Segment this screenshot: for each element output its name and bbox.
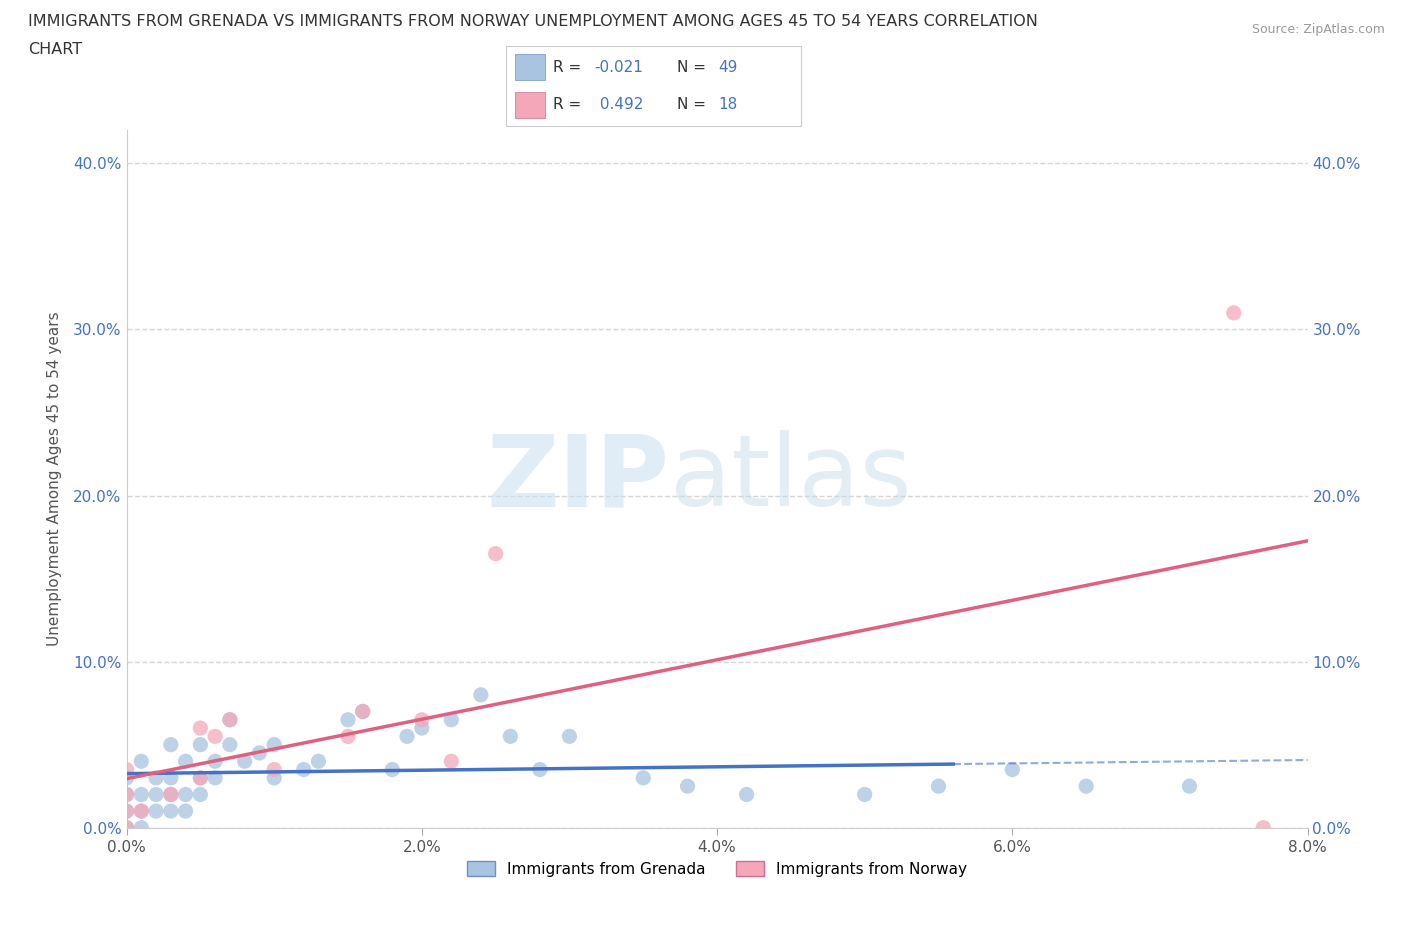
Point [129, 804, 153, 818]
Point [188, 721, 212, 736]
Point [633, 770, 655, 785]
Point [337, 712, 360, 727]
Text: 49: 49 [718, 60, 738, 75]
Point [1253, 820, 1275, 835]
Point [529, 763, 551, 777]
Point [145, 787, 167, 802]
Point [1001, 763, 1024, 777]
Point [1223, 305, 1246, 320]
Point [115, 763, 138, 777]
Point [411, 712, 433, 727]
Text: N =: N = [678, 60, 711, 75]
Point [115, 787, 138, 802]
Point [676, 778, 699, 793]
Point [115, 770, 138, 785]
Point [115, 804, 138, 818]
Point [204, 754, 226, 769]
Point [219, 712, 242, 727]
FancyBboxPatch shape [515, 54, 544, 81]
Point [204, 729, 226, 744]
Point [188, 770, 212, 785]
Point [470, 687, 492, 702]
Point [160, 804, 183, 818]
FancyBboxPatch shape [515, 91, 544, 118]
Text: R =: R = [554, 98, 586, 113]
Point [129, 787, 153, 802]
Point [352, 704, 374, 719]
Point [307, 754, 329, 769]
Point [853, 787, 876, 802]
Point [233, 754, 256, 769]
Point [411, 721, 433, 736]
Point [160, 787, 183, 802]
Point [188, 737, 212, 752]
Point [440, 712, 463, 727]
Point [263, 770, 285, 785]
Point [1178, 778, 1201, 793]
Point [129, 754, 153, 769]
Point [160, 737, 183, 752]
Point [160, 787, 183, 802]
Point [129, 804, 153, 818]
Text: -0.021: -0.021 [595, 60, 644, 75]
Point [381, 763, 404, 777]
FancyBboxPatch shape [506, 46, 801, 126]
Text: R =: R = [554, 60, 586, 75]
Point [219, 737, 242, 752]
Text: ZIP: ZIP [486, 431, 669, 527]
Point [129, 820, 153, 835]
Point [249, 746, 271, 761]
Point [188, 770, 212, 785]
Point [484, 546, 508, 561]
Point [440, 754, 463, 769]
Legend: Immigrants from Grenada, Immigrants from Norway: Immigrants from Grenada, Immigrants from… [461, 855, 973, 883]
Point [174, 754, 197, 769]
Point [219, 712, 242, 727]
Point [292, 763, 315, 777]
Point [145, 804, 167, 818]
Point [928, 778, 950, 793]
Point [263, 763, 285, 777]
Text: Source: ZipAtlas.com: Source: ZipAtlas.com [1251, 23, 1385, 36]
Point [499, 729, 522, 744]
Point [115, 820, 138, 835]
Text: atlas: atlas [669, 431, 911, 527]
Text: IMMIGRANTS FROM GRENADA VS IMMIGRANTS FROM NORWAY UNEMPLOYMENT AMONG AGES 45 TO : IMMIGRANTS FROM GRENADA VS IMMIGRANTS FR… [28, 14, 1038, 29]
Point [558, 729, 581, 744]
Text: 0.492: 0.492 [595, 98, 643, 113]
Point [115, 787, 138, 802]
Point [337, 729, 360, 744]
Point [115, 820, 138, 835]
Point [174, 787, 197, 802]
Point [160, 770, 183, 785]
Point [188, 787, 212, 802]
Text: N =: N = [678, 98, 711, 113]
Point [735, 787, 758, 802]
Point [145, 770, 167, 785]
Y-axis label: Unemployment Among Ages 45 to 54 years: Unemployment Among Ages 45 to 54 years [46, 312, 62, 646]
Point [396, 729, 419, 744]
Point [352, 704, 374, 719]
Point [115, 804, 138, 818]
Text: 18: 18 [718, 98, 738, 113]
Point [263, 737, 285, 752]
Point [1076, 778, 1098, 793]
Point [174, 804, 197, 818]
Text: CHART: CHART [28, 42, 82, 57]
Point [204, 770, 226, 785]
